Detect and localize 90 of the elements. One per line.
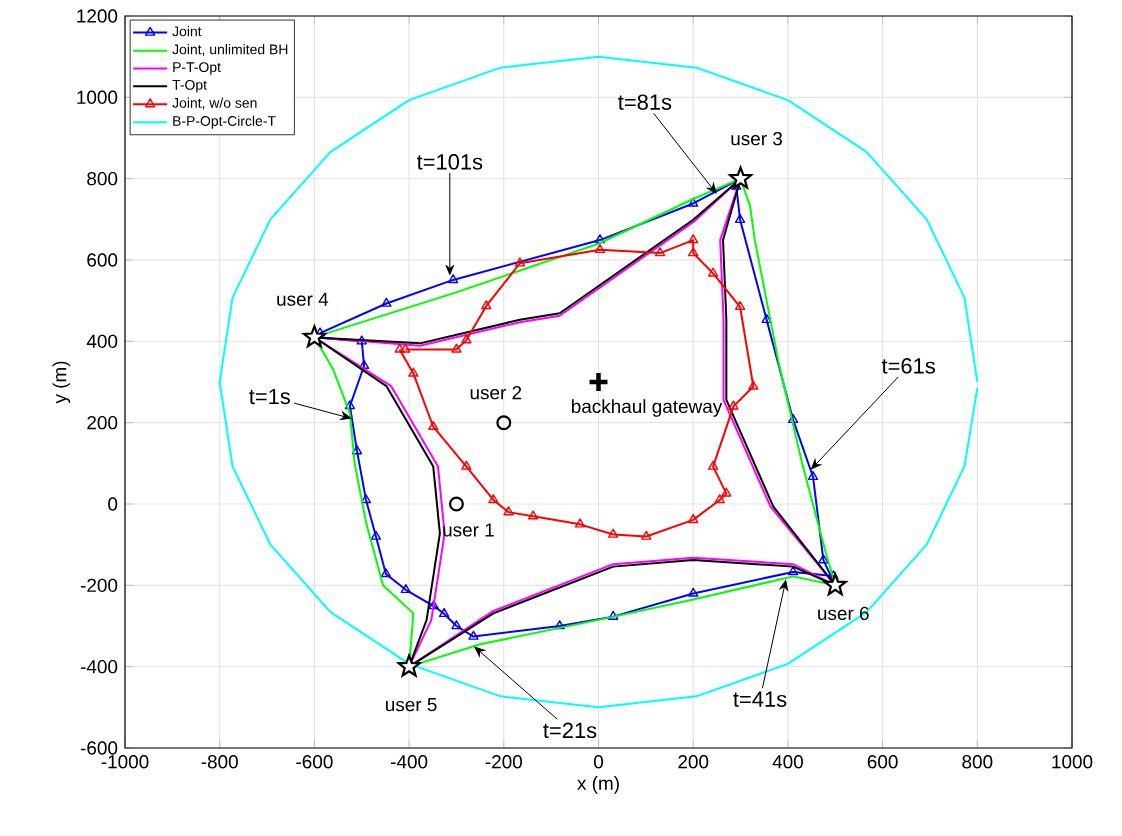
x-tick-label: -200: [485, 755, 522, 769]
point: [728, 400, 739, 410]
series-label: user 5: [386, 698, 437, 712]
point: [461, 460, 472, 470]
point: [481, 300, 492, 310]
annotation: t=101s: [416, 154, 483, 170]
point: [654, 247, 666, 257]
point: [496, 415, 512, 431]
point: [807, 470, 819, 481]
point: [594, 243, 606, 254]
annotation: t=21s: [543, 722, 597, 739]
point: [527, 510, 539, 520]
point: [688, 587, 699, 597]
point: [729, 166, 753, 189]
point: [428, 420, 439, 431]
y-tick-label: 800: [87, 171, 118, 186]
point: [787, 566, 799, 576]
point: [400, 583, 411, 594]
x-tick-label: -1000: [101, 755, 149, 769]
y-tick-label: -400: [80, 659, 118, 674]
x-tick-label: 400: [772, 755, 803, 769]
point: [688, 247, 699, 257]
point: [688, 513, 699, 524]
point: [451, 343, 462, 353]
point: [748, 380, 759, 390]
point: [734, 300, 746, 311]
point: [761, 313, 772, 324]
annotation: t=81s: [618, 94, 672, 110]
x-tick-label: 800: [962, 755, 993, 769]
point: [734, 213, 746, 224]
point: [344, 400, 356, 410]
point: [707, 267, 719, 277]
point: [608, 528, 619, 538]
y-tick-label: 1000: [77, 90, 118, 105]
series-label: user 4: [277, 292, 329, 306]
point: [461, 334, 472, 344]
point: [503, 506, 514, 516]
y-tick-label: 1200: [77, 9, 118, 23]
y-tick-label: -200: [80, 578, 118, 593]
y-tick-label: 600: [87, 253, 118, 267]
point: [688, 197, 699, 207]
point: [574, 518, 586, 528]
point: [721, 487, 732, 497]
point: [448, 496, 464, 512]
point: [514, 257, 526, 267]
x-axis-title: x (m): [577, 776, 619, 794]
y-axis-title: y (m): [52, 361, 71, 404]
point: [641, 530, 652, 540]
x-tick-label: -600: [296, 755, 333, 769]
point: [428, 600, 439, 610]
point: [360, 494, 372, 504]
point: [594, 234, 606, 244]
point: [447, 274, 459, 284]
point: [451, 620, 462, 630]
point: [381, 297, 392, 307]
point: [302, 325, 326, 348]
point: [554, 620, 565, 630]
y-tick-label: -600: [80, 741, 118, 755]
point: [488, 494, 499, 504]
point: [714, 494, 725, 504]
annotation: t=1s: [249, 388, 291, 405]
point: [787, 413, 799, 424]
x-tick-label: 0: [593, 755, 604, 769]
point: [707, 460, 719, 470]
point: [351, 445, 363, 455]
x-tick-label: 600: [867, 755, 898, 769]
point: [688, 234, 699, 244]
point: [356, 335, 367, 345]
series-label: user 2: [470, 385, 522, 400]
x-tick-label: -800: [201, 755, 238, 769]
point: [468, 630, 479, 640]
point: [370, 530, 382, 540]
point: [408, 367, 419, 377]
point: [438, 607, 450, 618]
x-tick-label: -400: [391, 755, 428, 769]
series-label: user 3: [731, 131, 782, 146]
x-tick-label: 1000: [1052, 755, 1093, 769]
annotation: t=61s: [881, 358, 935, 374]
y-tick-label: 0: [108, 497, 118, 511]
point: [397, 654, 421, 677]
series-label: backhaul gateway: [571, 399, 723, 417]
y-tick-label: 200: [87, 415, 118, 430]
point: [589, 373, 608, 391]
point: [823, 573, 847, 596]
x-tick-label: 200: [678, 755, 709, 769]
y-tick-label: 400: [86, 334, 118, 349]
point: [818, 554, 829, 564]
annotation: t=41s: [733, 691, 787, 707]
point: [380, 568, 392, 578]
point: [608, 610, 619, 620]
